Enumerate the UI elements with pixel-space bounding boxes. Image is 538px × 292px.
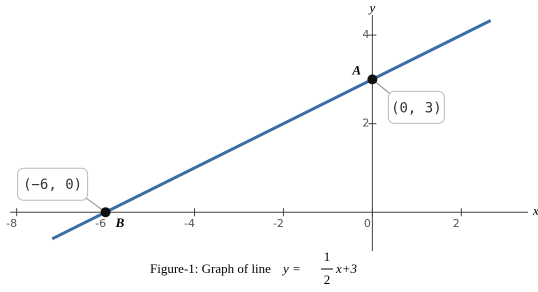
formula-numerator: 1 (324, 249, 331, 264)
formula-rhs: x+3 (335, 261, 358, 276)
line (51, 19, 492, 241)
point (100, 207, 111, 218)
formula-denominator: 2 (324, 272, 331, 287)
callout-box (387, 90, 445, 124)
x-tick-label: 2 (453, 217, 460, 230)
x-axis-label: x (532, 203, 538, 218)
callout-label: (−6, 0) (23, 177, 82, 193)
x-tick-label: -2 (273, 217, 284, 230)
point-label: A (351, 62, 361, 77)
formula-lhs: y = (281, 261, 301, 276)
point-label: B (115, 215, 125, 230)
callout-box (17, 167, 89, 201)
caption: Figure-1: Graph of line (150, 261, 271, 276)
point (367, 74, 378, 85)
x-tick-label: -4 (184, 217, 195, 230)
y-tick-label: 4 (362, 28, 369, 41)
callout-label: (0, 3) (391, 100, 442, 116)
y-axis-label: y (367, 0, 375, 15)
x-tick-label: -6 (95, 217, 106, 230)
y-tick-label: 2 (362, 117, 369, 130)
x-tick-label: -8 (6, 217, 17, 230)
x-tick-label: 0 (364, 217, 371, 230)
